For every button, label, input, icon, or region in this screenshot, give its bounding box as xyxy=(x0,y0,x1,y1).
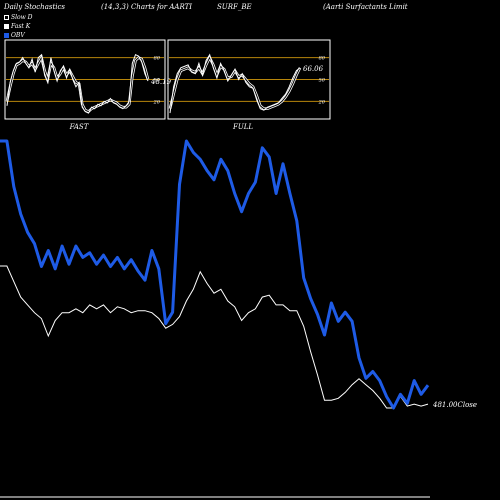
full-panel-title: FULL xyxy=(232,123,253,131)
chart-header-title: Daily Stochastics xyxy=(4,3,66,11)
full-panel-frame xyxy=(167,39,331,120)
chart-header-symbol: SURF_BE xyxy=(217,3,252,11)
obv-line xyxy=(0,139,430,410)
legend-label-obv: OBV xyxy=(11,32,25,39)
legend-item-obv: OBV xyxy=(4,31,33,40)
legend-item-fast-k: Fast K xyxy=(4,22,33,31)
legend-swatch-fast-k xyxy=(4,24,9,29)
legend-swatch-obv xyxy=(4,33,9,38)
full-ytick-20: 20 xyxy=(318,99,326,105)
chart-header-params: (14,3,3) Charts for AARTI xyxy=(101,3,193,11)
fast-ytick-50: 50 xyxy=(154,78,161,84)
fast-value-label: 48.19 xyxy=(150,78,172,86)
legend-label-slow-d: Slow D xyxy=(11,14,33,21)
close-price-line xyxy=(0,265,429,409)
full-ytick-80: 80 xyxy=(319,56,326,62)
fast-fast-k-line xyxy=(6,53,149,114)
fast-panel-title: FAST xyxy=(69,123,90,131)
full-fast-k-line xyxy=(169,53,301,114)
full-ytick-50: 50 xyxy=(319,78,326,84)
chart-header-company: (Aarti Surfactants Limit xyxy=(323,3,408,11)
fast-ytick-80: 80 xyxy=(154,56,161,62)
fast-panel-frame xyxy=(4,39,166,120)
full-value-label: 66.06 xyxy=(303,65,324,73)
fast-ytick-20: 20 xyxy=(153,99,161,105)
legend: Slow D Fast K OBV xyxy=(4,13,33,40)
close-value-label: 481.00Close xyxy=(432,401,477,409)
legend-item-slow-d: Slow D xyxy=(4,13,33,22)
legend-label-fast-k: Fast K xyxy=(11,23,31,30)
legend-swatch-slow-d xyxy=(4,15,9,20)
